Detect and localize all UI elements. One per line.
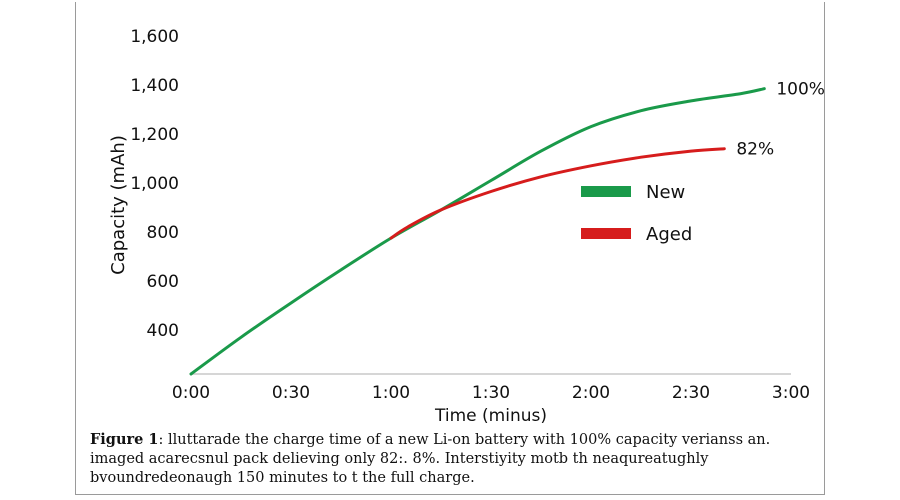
legend-swatch	[581, 228, 631, 239]
series-end-label: 100%	[776, 80, 825, 100]
x-tick-label: 0:30	[272, 383, 310, 403]
y-tick-label: 1,400	[130, 76, 179, 96]
y-tick-label: 400	[147, 321, 179, 341]
x-axis-title: Time (minus)	[434, 406, 547, 426]
y-tick-label: 800	[147, 223, 179, 243]
x-tick-label: 2:30	[672, 383, 710, 403]
legend-swatch	[581, 186, 631, 197]
x-tick-label: 2:00	[572, 383, 610, 403]
y-tick-label: 600	[147, 272, 179, 292]
y-tick-label: 1,200	[130, 125, 179, 145]
legend-label: Aged	[646, 224, 692, 245]
figure-caption: Figure 1: lluttarade the charge time of …	[90, 430, 815, 488]
legend-label: New	[646, 182, 685, 203]
y-tick-label: 1,000	[130, 174, 179, 194]
x-tick-label: 3:00	[772, 383, 810, 403]
figure-frame: 400 600 800 1,000 1,200 1,400 1,600 0:00 0:30 1:0…	[75, 2, 825, 495]
series-line-new	[189, 87, 766, 376]
series-line-aged	[389, 147, 726, 240]
y-tick-label: 1,600	[130, 27, 179, 47]
series-end-label: 82%	[736, 140, 774, 160]
x-tick-label: 1:00	[372, 383, 410, 403]
capacity-line-chart: 400 600 800 1,000 1,200 1,400 1,600 0:00 0:30 1:0…	[108, 27, 825, 426]
x-tick-label: 1:30	[472, 383, 510, 403]
y-axis-title: Capacity (mAh)	[108, 135, 129, 275]
caption-label: Figure 1	[90, 431, 159, 448]
x-tick-label: 0:00	[172, 383, 210, 403]
caption-text: : lluttarade the charge time of a new Li…	[90, 432, 771, 486]
